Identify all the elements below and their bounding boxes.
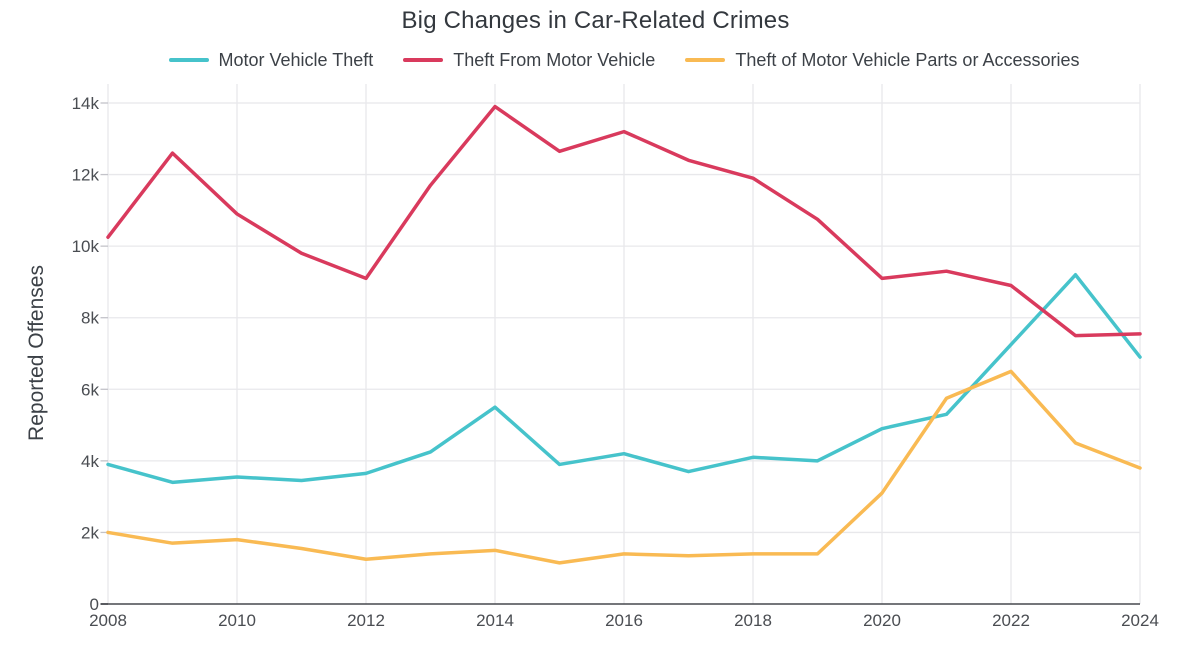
legend-item-motor-vehicle-theft: Motor Vehicle Theft: [168, 49, 374, 71]
y-tick-label: 6k: [81, 380, 99, 399]
legend-label: Theft From Motor Vehicle: [453, 49, 656, 70]
y-tick-label: 12k: [72, 166, 100, 185]
y-tick-label: 8k: [81, 309, 99, 328]
y-tick-label: 2k: [81, 523, 99, 542]
line-theft-of-motor-vehicle-parts-or-accessories: [106, 369, 1142, 565]
x-tick-label: 2020: [863, 611, 901, 630]
legend-label: Theft of Motor Vehicle Parts or Accessor…: [735, 49, 1080, 70]
y-tick-label: 0: [90, 595, 99, 614]
y-tick-label: 4k: [81, 452, 99, 471]
x-tick-label: 2012: [347, 611, 385, 630]
x-tick-label: 2016: [605, 611, 643, 630]
x-tick-label: 2018: [734, 611, 772, 630]
line-theft-from-motor-vehicle: [106, 104, 1142, 338]
legend-swatch-red-icon: [403, 57, 444, 63]
legend-swatch-teal-icon: [168, 57, 209, 63]
legend-item-theft-from-motor-vehicle: Theft From Motor Vehicle: [403, 50, 655, 71]
x-tick-label: 2008: [89, 611, 127, 630]
x-tick-label: 2010: [218, 611, 256, 630]
chart-title: Big Changes in Car-Related Crimes: [401, 7, 790, 34]
legend-label: Motor Vehicle Theft: [218, 49, 374, 70]
y-tick-label: 14k: [72, 94, 100, 113]
x-tick-label: 2024: [1121, 611, 1159, 630]
legend-item-theft-of-parts: Theft of Motor Vehicle Parts or Accessor…: [685, 50, 1079, 71]
legend-swatch-yellow-icon: [685, 57, 726, 63]
legend: Motor Vehicle Theft Theft From Motor Veh…: [108, 48, 1140, 72]
x-tick-label: 2022: [992, 611, 1030, 630]
y-tick-label: 10k: [72, 237, 100, 256]
x-tick-label: 2014: [476, 611, 514, 630]
